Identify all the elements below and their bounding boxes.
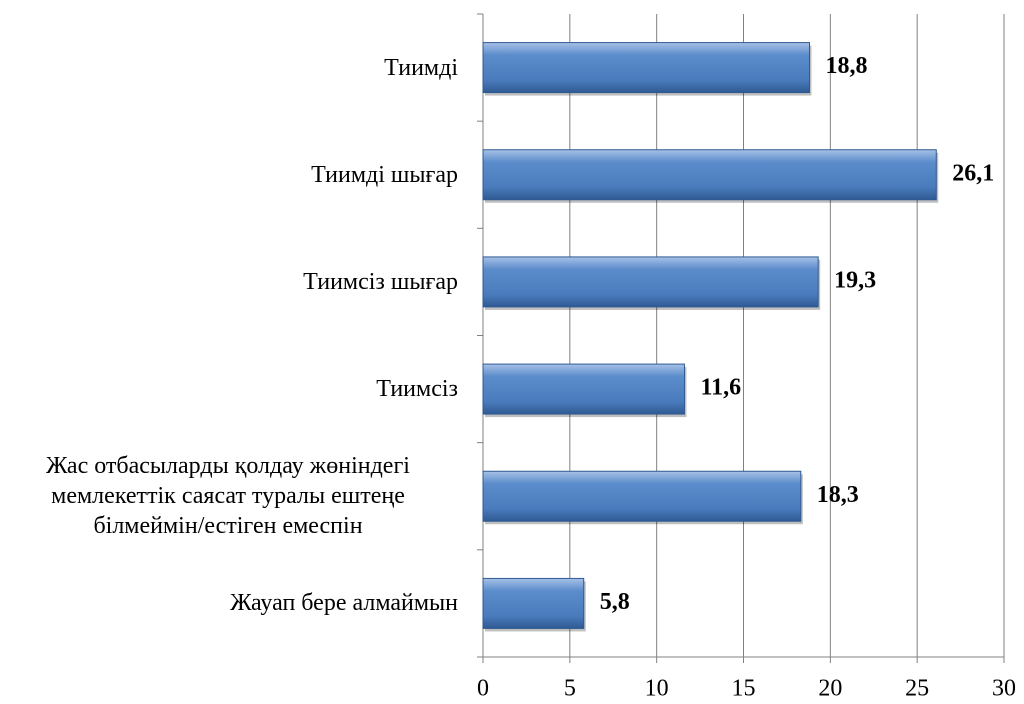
y-tick-label-box: Тиимді шығар	[0, 160, 458, 190]
bar	[482, 363, 685, 415]
x-tick-label: 30	[992, 676, 1016, 702]
bar	[482, 470, 802, 522]
y-tick-label: Тиимді	[384, 54, 458, 81]
y-tick-label: Жауап бере алмаймын	[230, 590, 458, 617]
y-tick-label-box: Тиимді	[0, 53, 458, 83]
bar	[482, 256, 819, 308]
value-label: 11,6	[700, 375, 741, 401]
y-tick-label-box: Тиимсіз шығар	[0, 267, 458, 297]
y-tick-label-box: Жас отбасыларды қолдау жөніндегі мемлеке…	[0, 451, 458, 541]
value-label: 18,8	[825, 53, 867, 79]
bar	[482, 577, 585, 629]
value-label: 26,1	[952, 160, 994, 186]
value-label: 19,3	[834, 267, 876, 293]
x-tick-label: 15	[732, 676, 756, 702]
y-tick-label: Тиимсіз	[376, 376, 458, 403]
x-tick-label: 10	[645, 676, 669, 702]
y-tick-label: Тиимсіз шығар	[303, 268, 458, 295]
x-tick-label: 25	[905, 676, 929, 702]
bar	[482, 149, 937, 201]
y-tick-label-box: Жауап бере алмаймын	[0, 588, 458, 618]
x-tick-label: 20	[818, 676, 842, 702]
value-label: 5,8	[600, 589, 630, 615]
value-label: 18,3	[817, 482, 859, 508]
x-tick-label: 0	[477, 676, 489, 702]
y-tick-label: Тиимді шығар	[311, 161, 458, 188]
bar	[482, 42, 810, 94]
y-tick-label-box: Тиимсіз	[0, 374, 458, 404]
x-tick-label: 5	[564, 676, 576, 702]
y-tick-label: Жас отбасыларды қолдау жөніндегі мемлеке…	[46, 453, 410, 540]
